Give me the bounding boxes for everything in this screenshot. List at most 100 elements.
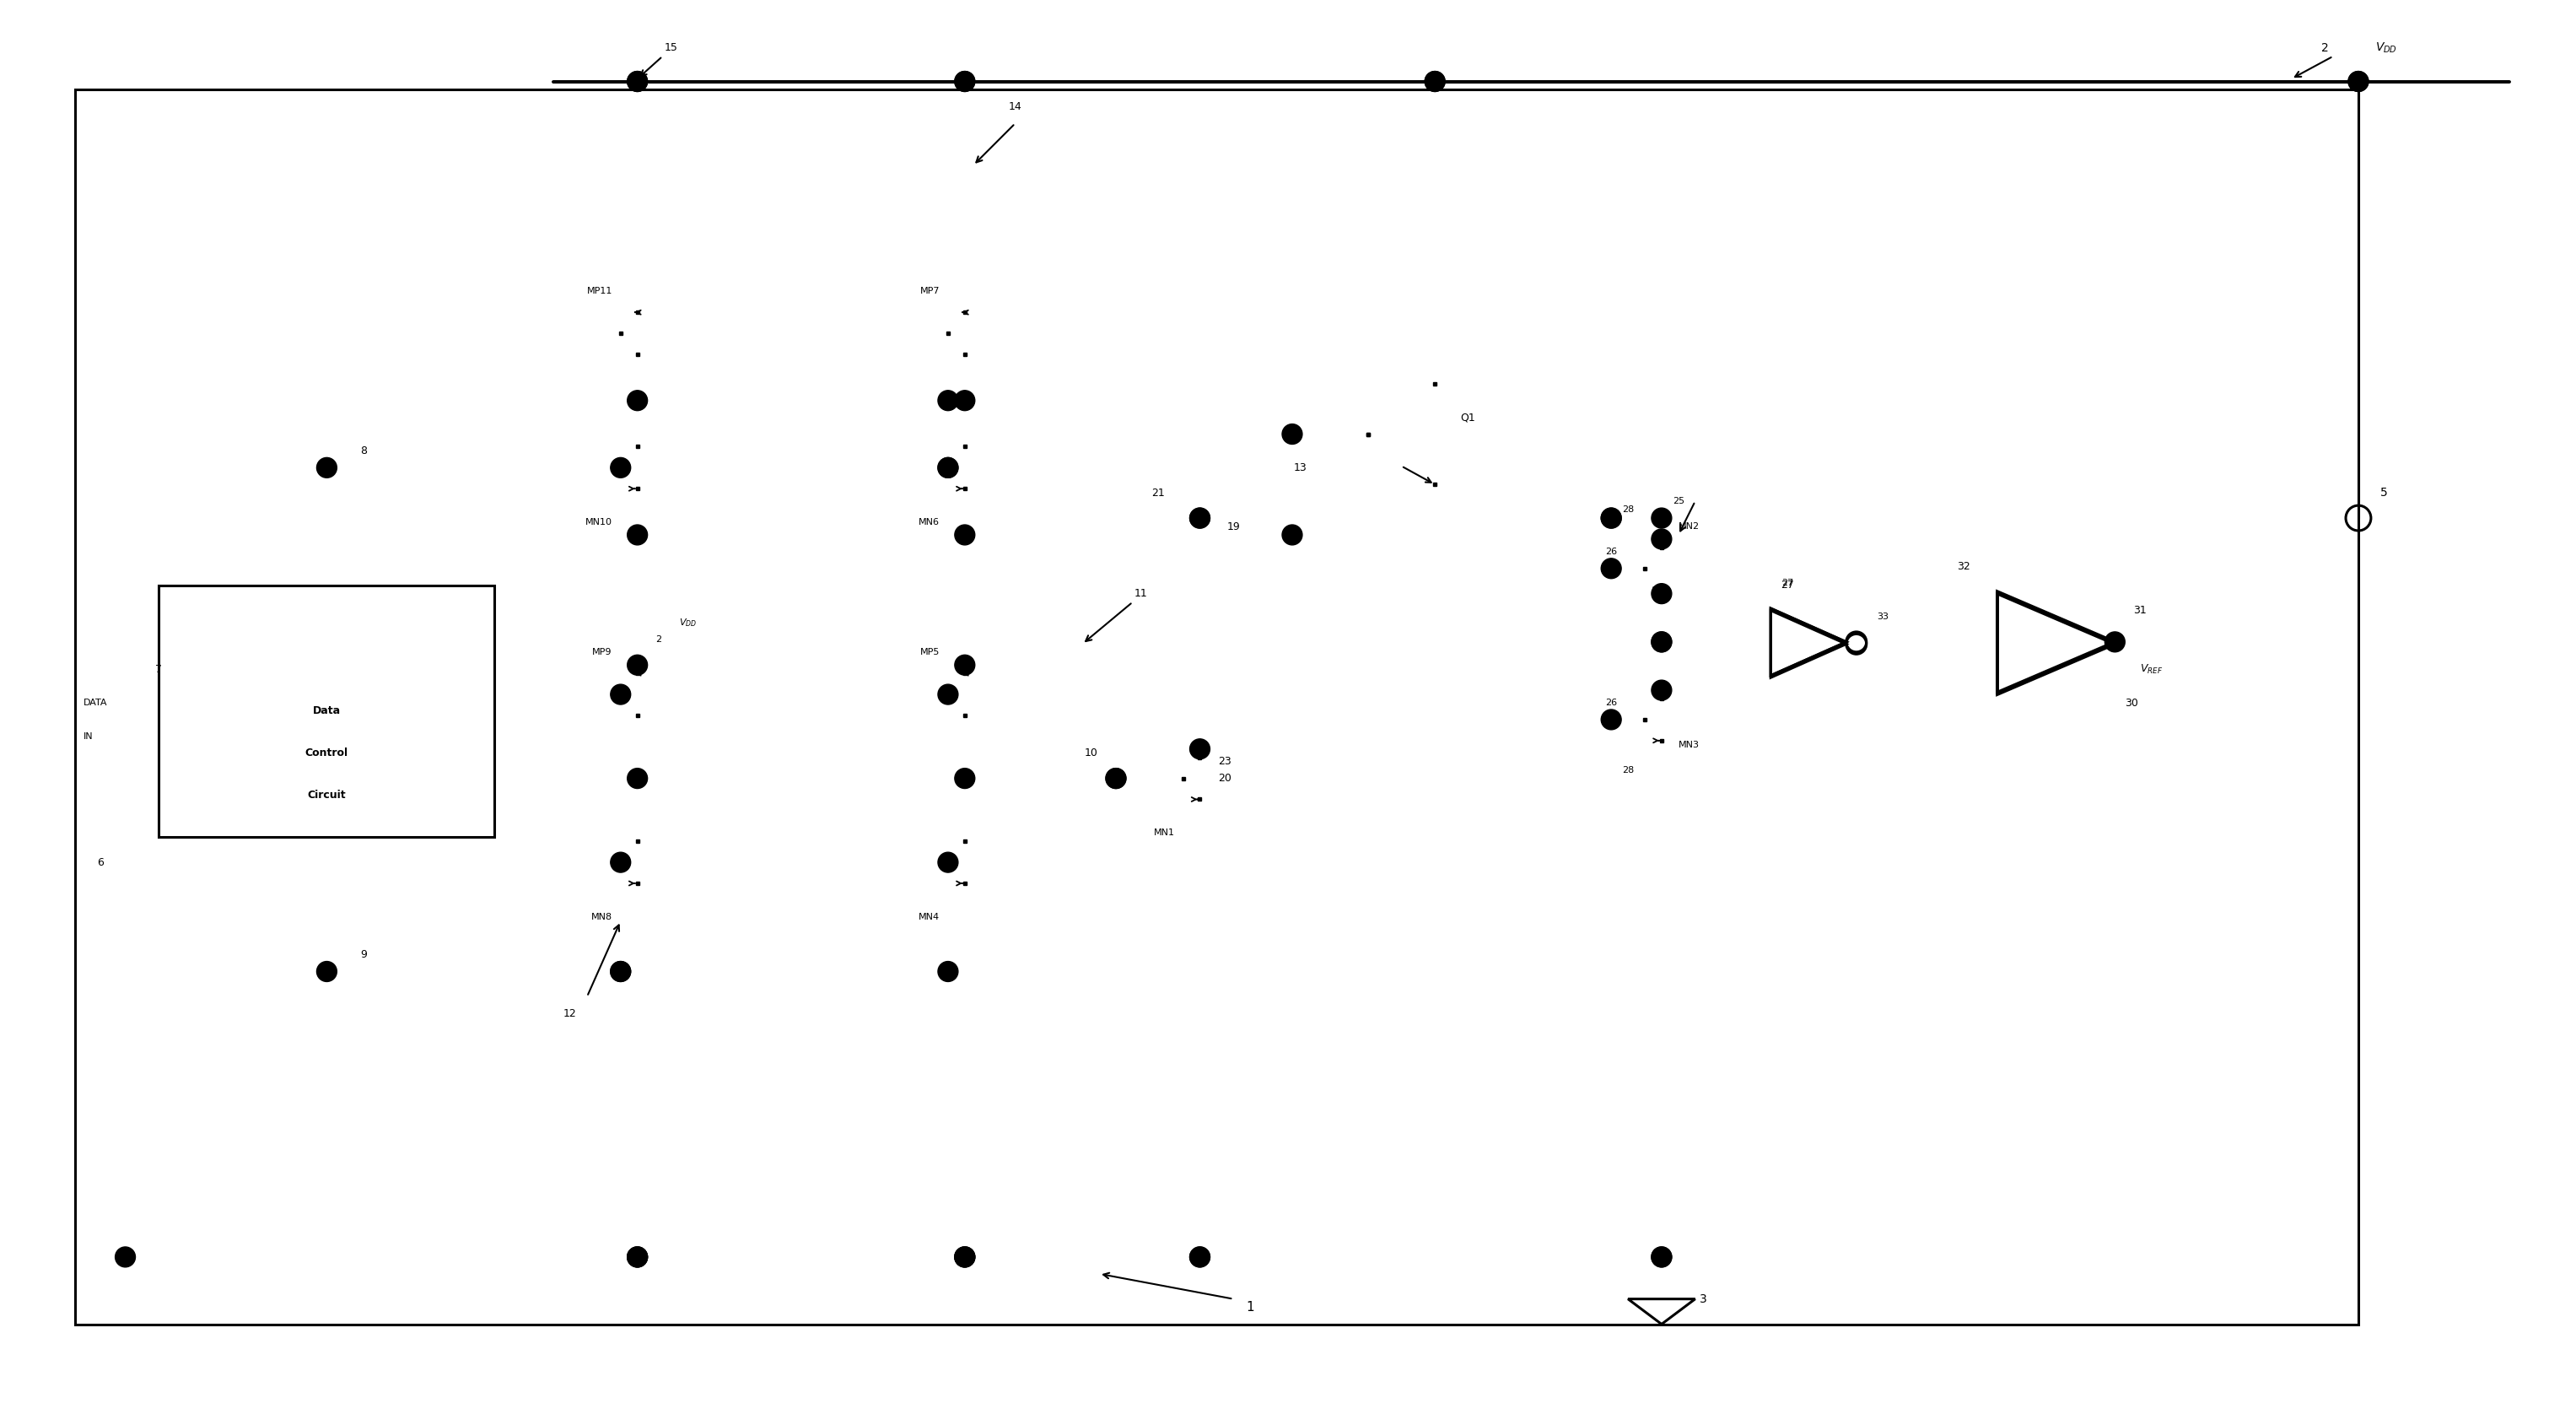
Circle shape bbox=[1651, 508, 1672, 529]
Text: 9: 9 bbox=[361, 949, 366, 960]
Circle shape bbox=[1602, 710, 1620, 730]
Circle shape bbox=[629, 655, 647, 674]
Text: MP9: MP9 bbox=[592, 648, 613, 656]
Text: 7: 7 bbox=[155, 663, 162, 674]
Text: 27: 27 bbox=[1783, 578, 1793, 587]
Circle shape bbox=[956, 768, 974, 789]
Text: 27: 27 bbox=[1780, 580, 1795, 591]
Text: $V_{DD}$: $V_{DD}$ bbox=[2375, 41, 2398, 55]
Circle shape bbox=[938, 390, 958, 410]
Circle shape bbox=[956, 655, 974, 674]
Text: MN6: MN6 bbox=[920, 518, 940, 526]
Circle shape bbox=[938, 684, 958, 704]
Bar bbox=[75, 90, 2360, 1324]
Text: MP7: MP7 bbox=[920, 287, 940, 296]
Circle shape bbox=[1651, 1247, 1672, 1267]
Text: MN8: MN8 bbox=[590, 912, 613, 921]
Circle shape bbox=[1190, 508, 1211, 529]
Circle shape bbox=[629, 1247, 647, 1267]
Circle shape bbox=[1651, 680, 1672, 700]
Circle shape bbox=[938, 853, 958, 872]
Circle shape bbox=[1651, 529, 1672, 549]
Circle shape bbox=[611, 684, 631, 704]
Circle shape bbox=[956, 1247, 974, 1267]
Circle shape bbox=[611, 962, 631, 981]
Circle shape bbox=[116, 1247, 137, 1267]
Text: $V_{REF}$: $V_{REF}$ bbox=[2141, 663, 2164, 676]
Circle shape bbox=[938, 962, 958, 981]
Text: 12: 12 bbox=[564, 1008, 577, 1019]
Circle shape bbox=[956, 71, 974, 92]
Text: 2: 2 bbox=[2321, 42, 2329, 54]
Text: 30: 30 bbox=[2125, 697, 2138, 708]
Circle shape bbox=[629, 390, 647, 410]
Circle shape bbox=[2105, 632, 2125, 652]
Text: 31: 31 bbox=[2133, 605, 2146, 617]
Circle shape bbox=[956, 390, 974, 410]
Text: MN3: MN3 bbox=[1680, 741, 1700, 749]
Circle shape bbox=[1651, 632, 1672, 652]
Text: $V_{DD}$: $V_{DD}$ bbox=[680, 617, 698, 629]
Text: Control: Control bbox=[304, 748, 348, 759]
Circle shape bbox=[1602, 508, 1620, 529]
Text: MP5: MP5 bbox=[920, 648, 940, 656]
Circle shape bbox=[1602, 559, 1620, 578]
Circle shape bbox=[611, 458, 631, 478]
Circle shape bbox=[1425, 71, 1445, 92]
Text: 3: 3 bbox=[1700, 1292, 1708, 1305]
Circle shape bbox=[629, 768, 647, 789]
Circle shape bbox=[1105, 768, 1126, 789]
Text: 19: 19 bbox=[1226, 520, 1239, 532]
Circle shape bbox=[1283, 525, 1303, 544]
Circle shape bbox=[1651, 584, 1672, 604]
Circle shape bbox=[956, 525, 974, 544]
Text: MP11: MP11 bbox=[587, 287, 613, 296]
Circle shape bbox=[629, 525, 647, 544]
Circle shape bbox=[611, 962, 631, 981]
Circle shape bbox=[1651, 632, 1672, 652]
Text: 6: 6 bbox=[98, 857, 103, 868]
Circle shape bbox=[938, 458, 958, 478]
Circle shape bbox=[317, 962, 337, 981]
Circle shape bbox=[1105, 768, 1126, 789]
Circle shape bbox=[317, 458, 337, 478]
Text: Data: Data bbox=[312, 706, 340, 717]
Bar bbox=[160, 585, 495, 837]
Circle shape bbox=[2349, 71, 2367, 92]
Text: IN: IN bbox=[82, 732, 93, 741]
Circle shape bbox=[2349, 71, 2367, 92]
Circle shape bbox=[938, 458, 958, 478]
Circle shape bbox=[956, 71, 974, 92]
Circle shape bbox=[956, 1247, 974, 1267]
Circle shape bbox=[1190, 740, 1211, 759]
Circle shape bbox=[611, 853, 631, 872]
Text: 14: 14 bbox=[1010, 102, 1023, 112]
Text: 23: 23 bbox=[1218, 756, 1231, 766]
Circle shape bbox=[629, 71, 647, 92]
Circle shape bbox=[629, 1247, 647, 1267]
Text: 1: 1 bbox=[1247, 1301, 1255, 1314]
Circle shape bbox=[1283, 424, 1303, 444]
Text: 10: 10 bbox=[1084, 748, 1097, 759]
Text: 20: 20 bbox=[1218, 773, 1231, 783]
Circle shape bbox=[629, 71, 647, 92]
Text: 28: 28 bbox=[1623, 766, 1633, 775]
Circle shape bbox=[956, 1247, 974, 1267]
Text: 26: 26 bbox=[1605, 547, 1618, 556]
Text: 8: 8 bbox=[361, 445, 368, 457]
Text: MN2: MN2 bbox=[1680, 522, 1700, 530]
Circle shape bbox=[629, 1247, 647, 1267]
Text: MN10: MN10 bbox=[585, 518, 613, 526]
Text: 25: 25 bbox=[1672, 498, 1685, 505]
Text: 2: 2 bbox=[654, 636, 662, 643]
Text: 5: 5 bbox=[2380, 486, 2388, 499]
Circle shape bbox=[1651, 1247, 1672, 1267]
Text: 26: 26 bbox=[1605, 699, 1618, 707]
Text: 33: 33 bbox=[1878, 612, 1888, 621]
Circle shape bbox=[1425, 71, 1445, 92]
Text: Circuit: Circuit bbox=[307, 789, 345, 800]
Text: 13: 13 bbox=[1293, 462, 1306, 474]
Text: MN4: MN4 bbox=[920, 912, 940, 921]
Text: 15: 15 bbox=[665, 42, 677, 54]
Text: MN1: MN1 bbox=[1154, 829, 1175, 837]
